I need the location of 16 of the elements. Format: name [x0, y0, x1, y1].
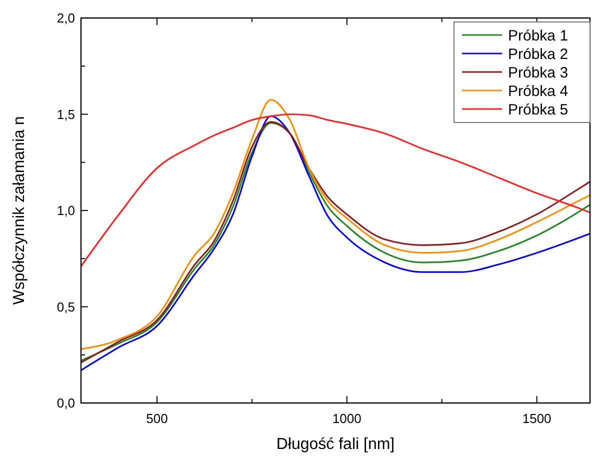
y-tick-label: 2,0	[56, 10, 75, 26]
y-tick-label: 1,0	[56, 203, 75, 218]
legend-label: Próbka 1	[508, 28, 568, 44]
legend-label: Próbka 5	[508, 102, 568, 118]
x-tick-label: 1500	[522, 411, 552, 426]
x-tick-label: 1000	[332, 411, 362, 426]
x-tick-label: 500	[146, 411, 168, 426]
legend-label: Próbka 3	[508, 64, 568, 82]
x-axis-title: Długość fali [nm]	[276, 436, 395, 453]
y-tick-label: 0,5	[56, 299, 75, 314]
y-axis-title: Współczynnik załamania n	[11, 116, 28, 305]
y-tick-label: 1,5	[56, 106, 75, 122]
legend-label: Próbka 2	[508, 46, 568, 63]
y-tick-label: 0,0	[56, 396, 75, 410]
legend-label: Próbka 4	[508, 83, 568, 100]
line-series	[81, 113, 590, 268]
